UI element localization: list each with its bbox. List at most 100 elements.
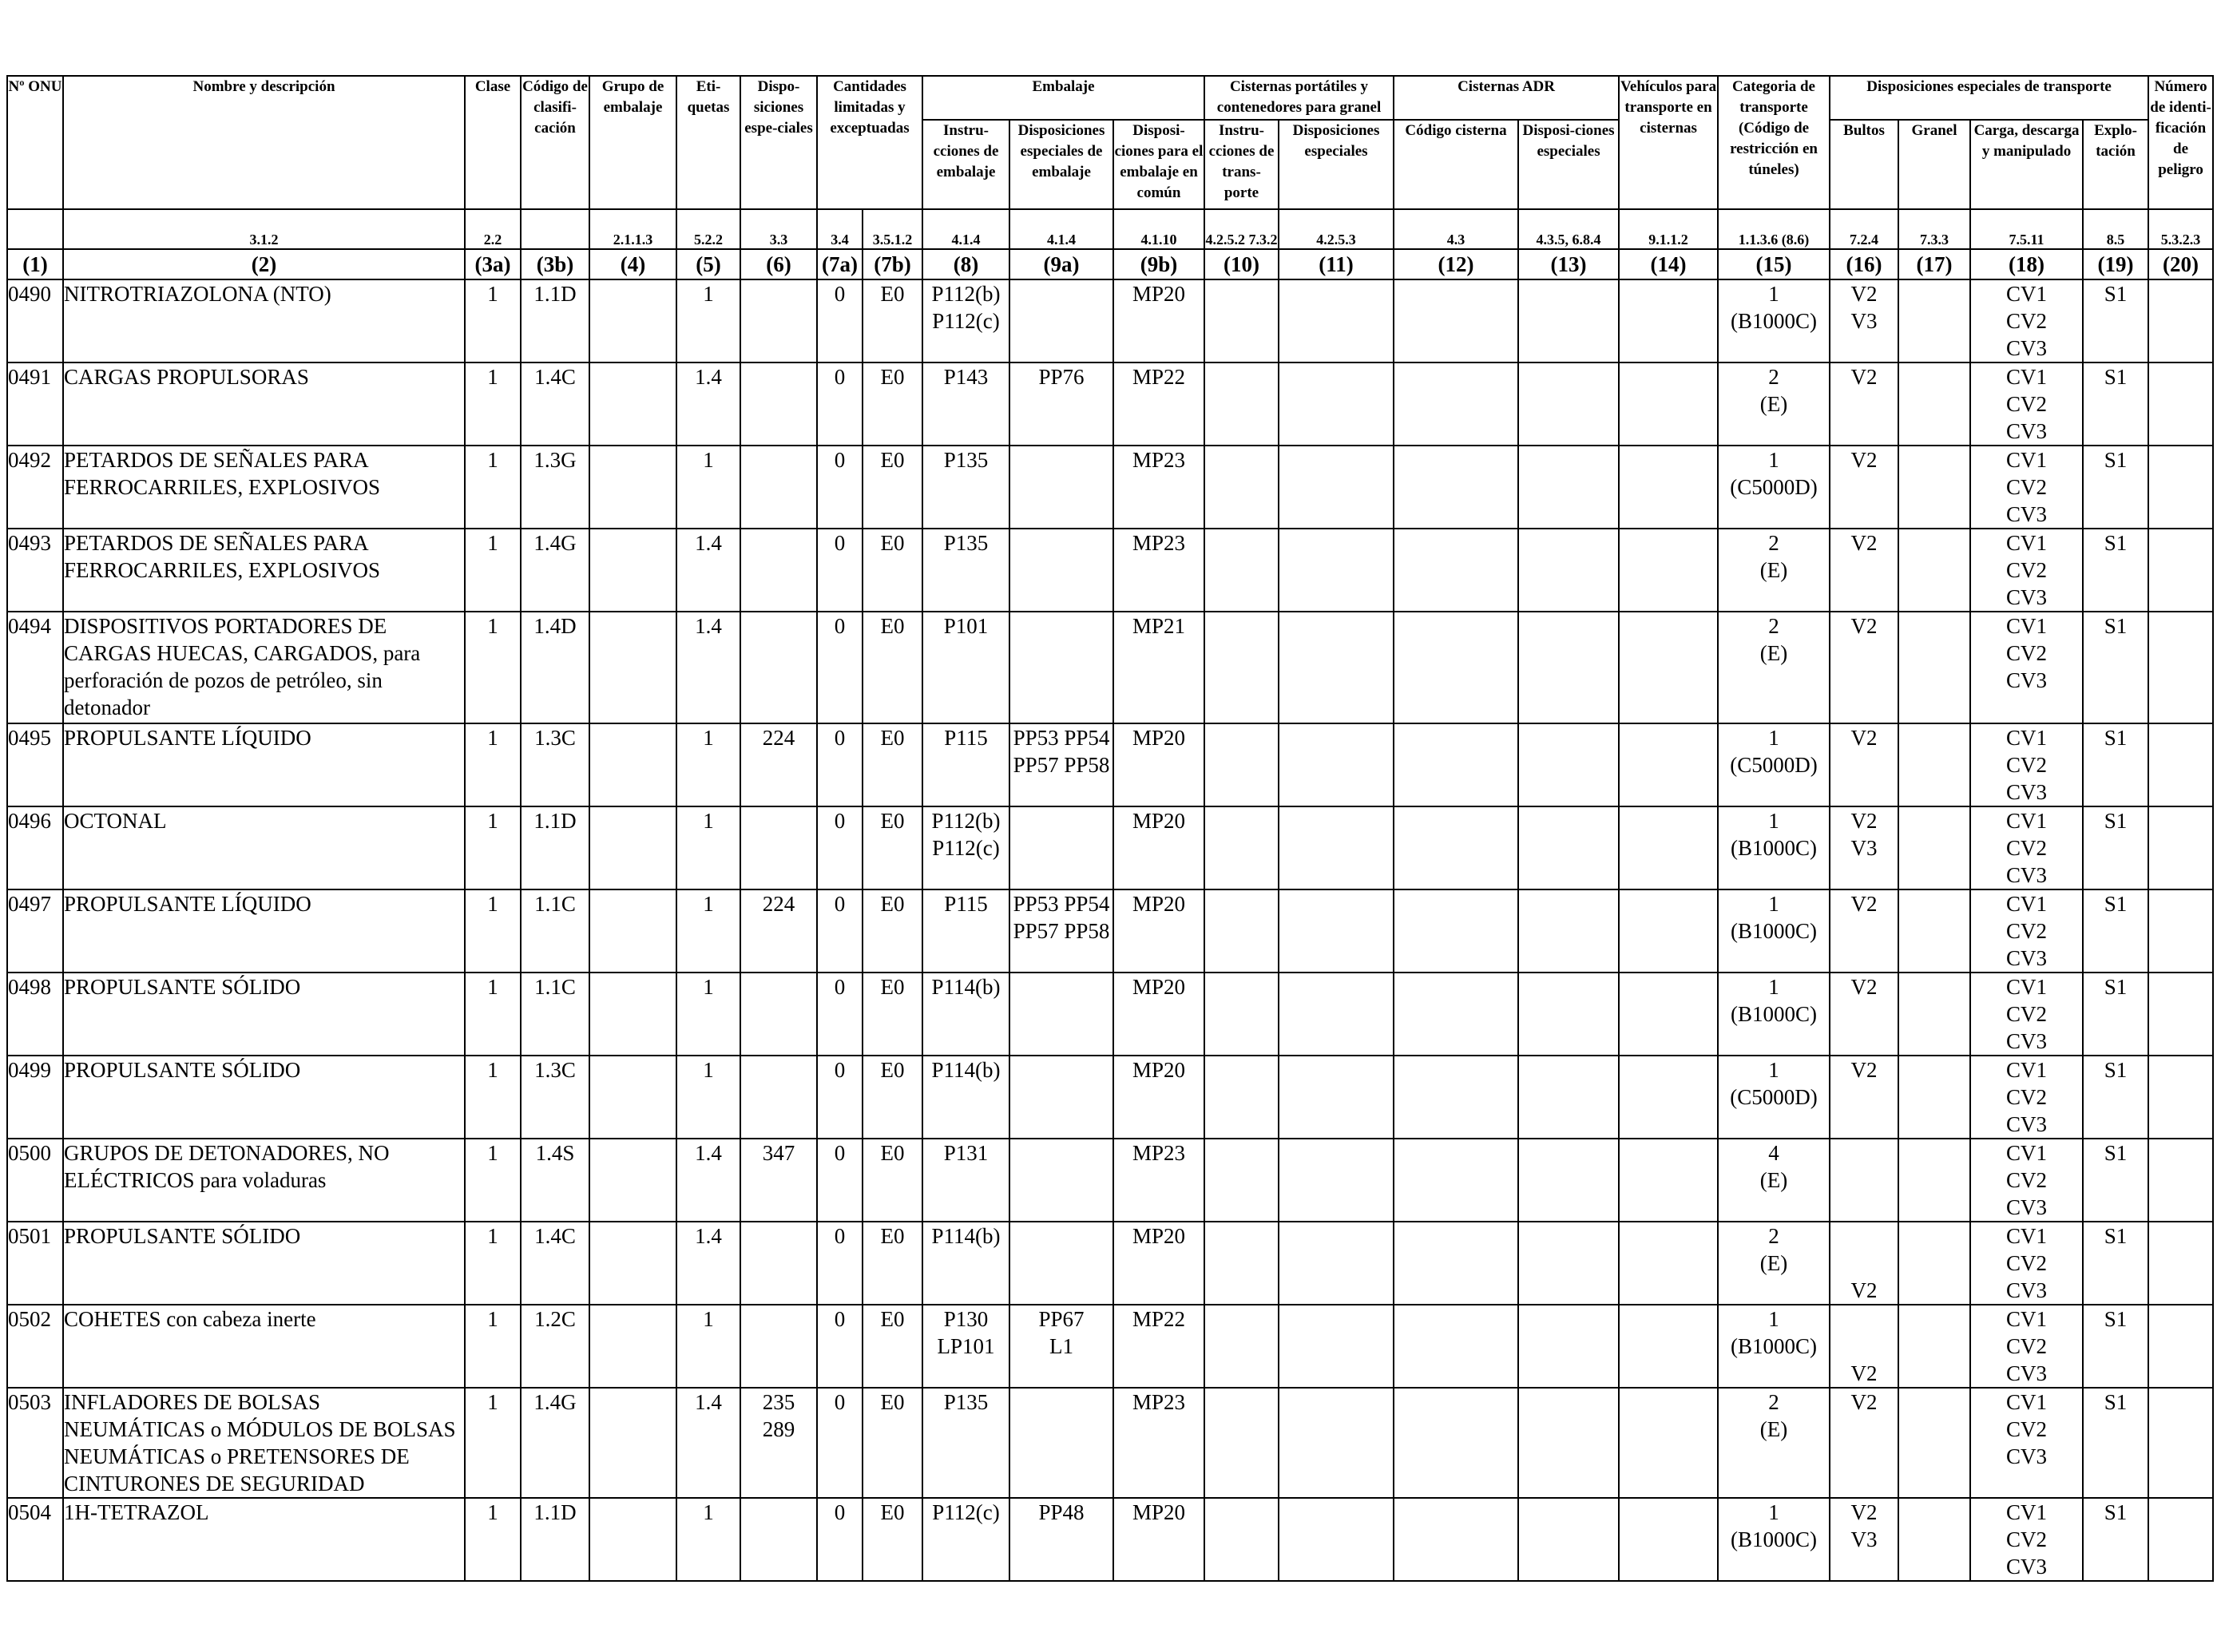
cell-mixed-packing: MP23 — [1112, 528, 1205, 612]
cell-classification-code: 1.4G — [520, 528, 590, 612]
cell-operation-provision: S1 — [2082, 1055, 2150, 1139]
cell-packing-group — [589, 1497, 677, 1582]
ref-name: 3.1.2 — [62, 208, 466, 250]
column-number: (10) — [1204, 248, 1279, 280]
header-mixed-packing: Disposi-ciones para el embalaje en común — [1112, 119, 1205, 210]
header-name: Nombre y descripción — [62, 75, 466, 210]
cell-hazard-id — [2148, 279, 2215, 363]
cell-packing-instructions: P114(b) — [922, 1221, 1010, 1305]
cell-operation-provision: S1 — [2082, 806, 2150, 890]
cell-hazard-id — [2148, 723, 2215, 807]
column-number: (7b) — [862, 248, 923, 280]
cell-loading-provision: CV1 CV2 CV3 — [1969, 1055, 2084, 1139]
column-number: (3b) — [520, 248, 590, 280]
column-number: (19) — [2082, 248, 2150, 280]
cell-transport-category: 2 (E) — [1717, 362, 1831, 446]
cell-portable-instructions — [1204, 1055, 1279, 1139]
cell-operation-provision: S1 — [2082, 972, 2150, 1056]
cell-excepted-qty: E0 — [862, 279, 923, 363]
cell-portable-instructions — [1204, 889, 1279, 973]
cell-name: CARGAS PROPULSORAS — [62, 362, 466, 446]
column-number: (8) — [922, 248, 1010, 280]
cell-portable-instructions — [1204, 1387, 1279, 1499]
cell-mixed-packing: MP20 — [1112, 806, 1205, 890]
header-operation: Explo-tación — [2082, 119, 2150, 210]
cell-portable-special — [1277, 1497, 1395, 1582]
cell-operation-provision: S1 — [2082, 362, 2150, 446]
header-packing-instructions: Instru-cciones de embalaje — [922, 119, 1010, 210]
cell-portable-special — [1277, 362, 1395, 446]
cell-packing-group — [589, 1138, 677, 1222]
cell-excepted-qty: E0 — [862, 723, 923, 807]
cell-vehicle — [1618, 972, 1719, 1056]
cell-name: PETARDOS DE SEÑALES PARA FERROCARRILES, … — [62, 445, 466, 529]
cell-labels: 1 — [676, 445, 741, 529]
cell-operation-provision: S1 — [2082, 1387, 2150, 1499]
cell-classification-code: 1.1D — [520, 806, 590, 890]
cell-vehicle — [1618, 445, 1719, 529]
cell-class: 1 — [464, 1304, 522, 1389]
cell-classification-code: 1.4D — [520, 611, 590, 724]
cell-packing-instructions: P143 — [922, 362, 1010, 446]
cell-packing-group — [589, 362, 677, 446]
cell-packing-special: PP48 — [1009, 1497, 1114, 1582]
cell-loading-provision: CV1 CV2 CV3 — [1969, 723, 2084, 807]
ref-eq: 3.5.1.2 — [862, 208, 923, 250]
table-row: 0497 PROPULSANTE LÍQUIDO 1 1.1C 1 224 0 E0 P115 P… — [6, 889, 2215, 973]
cell-excepted-qty: E0 — [862, 362, 923, 446]
cell-special-provisions: 224 — [740, 723, 818, 807]
cell-packing-group — [589, 528, 677, 612]
ref-pg: 2.1.1.3 — [589, 208, 677, 250]
cell-bulk-provision — [1898, 889, 1972, 973]
cell-special-provisions — [740, 1055, 818, 1139]
cell-labels: 1.4 — [676, 611, 741, 724]
cell-name: PETARDOS DE SEÑALES PARA FERROCARRILES, … — [62, 528, 466, 612]
cell-loading-provision: CV1 CV2 CV3 — [1969, 362, 2084, 446]
cell-tank-special — [1517, 1055, 1620, 1139]
cell-portable-special — [1277, 806, 1395, 890]
cell-hazard-id — [2148, 1497, 2215, 1582]
cell-bulk-provision — [1898, 1138, 1972, 1222]
cell-class: 1 — [464, 279, 522, 363]
cell-packing-special — [1009, 1138, 1114, 1222]
cell-packages-provision — [1829, 1138, 1900, 1222]
cell-transport-category: 1 (C5000D) — [1717, 723, 1831, 807]
cell-mixed-packing: MP20 — [1112, 1497, 1205, 1582]
header-loading: Carga, descarga y manipulado — [1969, 119, 2084, 210]
column-number: (3a) — [464, 248, 522, 280]
cell-transport-category: 4 (E) — [1717, 1138, 1831, 1222]
ref-code — [520, 208, 590, 250]
cell-class: 1 — [464, 972, 522, 1056]
cell-tank-code — [1393, 1138, 1520, 1222]
cell-name: INFLADORES DE BOLSAS NEUMÁTICAS o MÓDULO… — [62, 1387, 466, 1499]
cell-packing-instructions: P114(b) — [922, 1055, 1010, 1139]
cell-packing-group — [589, 279, 677, 363]
column-number: (2) — [62, 248, 466, 280]
cell-loading-provision: CV1 CV2 CV3 — [1969, 889, 2084, 973]
cell-vehicle — [1618, 1497, 1719, 1582]
cell-mixed-packing: MP22 — [1112, 1304, 1205, 1389]
cell-limited-qty: 0 — [816, 889, 863, 973]
cell-limited-qty: 0 — [816, 528, 863, 612]
cell-tank-code — [1393, 1221, 1520, 1305]
column-number: (20) — [2148, 248, 2215, 280]
ref-pack-special: 4.1.4 — [1009, 208, 1114, 250]
cell-loading-provision: CV1 CV2 CV3 — [1969, 806, 2084, 890]
cell-tank-special — [1517, 445, 1620, 529]
header-limited-quantities: Cantidades limitadas y exceptuadas — [816, 75, 923, 210]
cell-packing-group — [589, 1387, 677, 1499]
ref-operation: 8.5 — [2082, 208, 2150, 250]
cell-mixed-packing: MP21 — [1112, 611, 1205, 724]
table-row: 0490 NITROTRIAZOLONA (NTO) 1 1.1D 1 0 E0 P112(b… — [6, 279, 2215, 363]
cell-special-provisions — [740, 445, 818, 529]
column-number: (5) — [676, 248, 741, 280]
cell-packing-group — [589, 1304, 677, 1389]
cell-portable-special — [1277, 723, 1395, 807]
header-vehicles: Vehículos para transporte en cisternas — [1618, 75, 1719, 210]
cell-excepted-qty: E0 — [862, 611, 923, 724]
cell-bulk-provision — [1898, 1387, 1972, 1499]
cell-tank-special — [1517, 889, 1620, 973]
ref-category: 1.1.3.6 (8.6) — [1717, 208, 1831, 250]
column-number: (17) — [1898, 248, 1972, 280]
cell-vehicle — [1618, 279, 1719, 363]
